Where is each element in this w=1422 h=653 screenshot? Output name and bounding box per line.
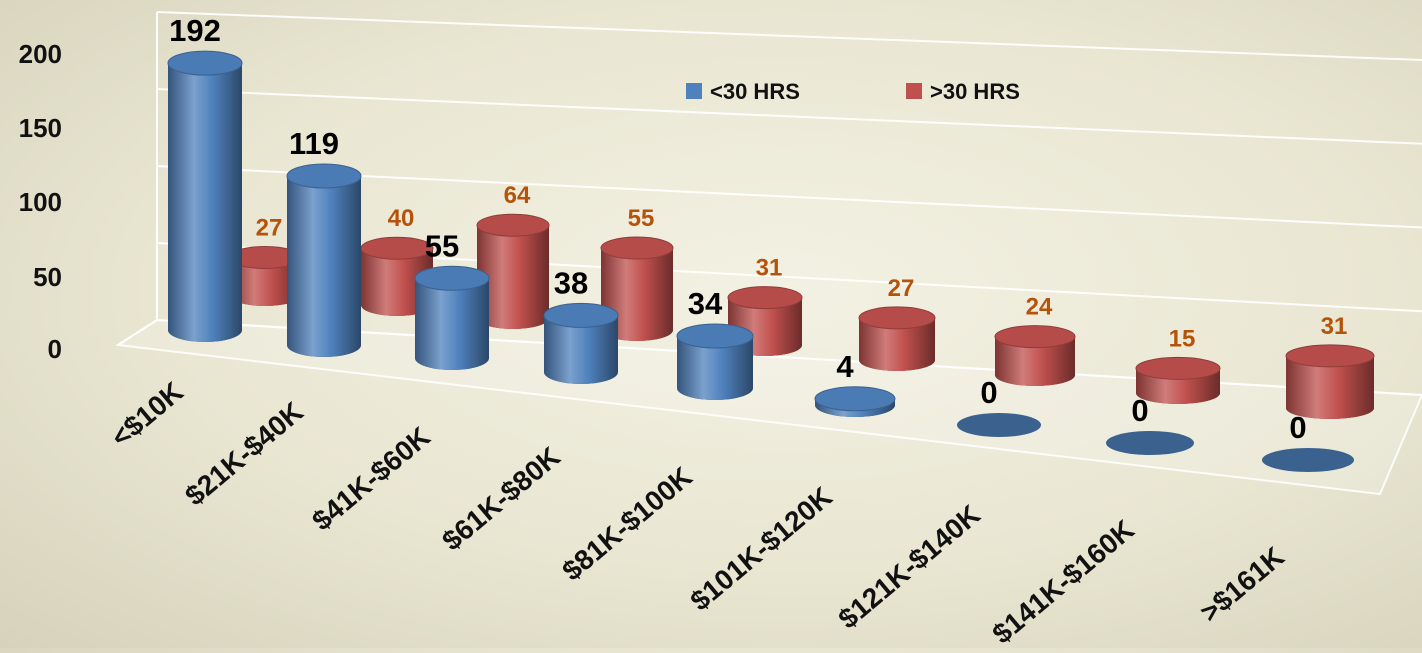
data-label-under30: 192 bbox=[169, 13, 221, 48]
side-wall-edge bbox=[117, 319, 158, 346]
data-label-under30: 55 bbox=[425, 228, 459, 263]
y-axis: 0 50 100 150 200 bbox=[19, 39, 62, 364]
y-tick-label: 100 bbox=[19, 187, 62, 217]
legend-swatch bbox=[686, 83, 702, 99]
y-tick-label: 150 bbox=[19, 113, 62, 143]
bar-over30-5 bbox=[858, 306, 936, 371]
data-label-over30: 27 bbox=[888, 275, 915, 302]
data-label-under30: 38 bbox=[554, 265, 588, 300]
y-tick-label: 50 bbox=[33, 262, 62, 292]
bar-under30-6-disc bbox=[957, 413, 1041, 437]
bar-under30-7-disc bbox=[1106, 431, 1194, 455]
x-tick-label: $101K-$120K bbox=[684, 481, 837, 617]
bar-under30-8-disc bbox=[1262, 448, 1354, 472]
bar-over30-7 bbox=[1135, 356, 1221, 404]
data-label-under30: 4 bbox=[836, 349, 854, 384]
data-label-over30: 27 bbox=[256, 214, 283, 241]
data-label-over30: 15 bbox=[1169, 325, 1196, 352]
bar-under30-8 bbox=[1262, 448, 1354, 472]
bar-under30-4 bbox=[676, 323, 754, 400]
bar-over30-6 bbox=[994, 325, 1076, 386]
legend-label: >30 HRS bbox=[930, 79, 1020, 104]
bar-under30-7 bbox=[1106, 431, 1194, 455]
data-label-over30: 64 bbox=[504, 182, 531, 209]
data-label-over30: 31 bbox=[756, 255, 783, 282]
bar-under30-3 bbox=[543, 302, 619, 384]
x-tick-label: >$161K bbox=[1194, 541, 1290, 628]
data-label-under30: 34 bbox=[688, 286, 723, 321]
bar-over30-2 bbox=[476, 213, 550, 329]
legend-swatch bbox=[906, 83, 922, 99]
x-tick-label: <$10K bbox=[105, 376, 189, 453]
data-label-over30: 24 bbox=[1026, 294, 1053, 321]
data-label-under30: 0 bbox=[1289, 410, 1306, 445]
x-tick-label: $81K-$100K bbox=[556, 461, 698, 587]
gridline bbox=[156, 88, 1422, 145]
data-label-over30: 31 bbox=[1321, 313, 1348, 340]
gridline bbox=[156, 165, 1422, 229]
x-tick-label: $121K-$140K bbox=[832, 499, 985, 635]
legend-label: <30 HRS bbox=[710, 79, 800, 104]
bar-over30-8 bbox=[1285, 344, 1375, 419]
legend: <30 HRS >30 HRS bbox=[686, 79, 1020, 104]
bar-under30-5 bbox=[814, 386, 896, 417]
bar-under30-0 bbox=[167, 50, 243, 342]
gridline bbox=[156, 11, 1422, 61]
y-tick-label: 0 bbox=[48, 334, 62, 364]
x-tick-label: $61K-$80K bbox=[436, 441, 566, 557]
y-tick-label: 200 bbox=[19, 39, 62, 69]
data-label-under30: 119 bbox=[289, 126, 339, 161]
data-label-over30: 55 bbox=[628, 205, 655, 232]
data-label-under30: 0 bbox=[980, 375, 997, 410]
x-tick-label: $21K-$40K bbox=[179, 396, 309, 512]
data-label-over30: 40 bbox=[388, 205, 415, 232]
bar-under30-6 bbox=[957, 413, 1041, 437]
bar-under30-2 bbox=[414, 265, 490, 370]
data-label-under30: 0 bbox=[1131, 393, 1148, 428]
x-tick-label: $141K-$160K bbox=[986, 514, 1139, 648]
x-tick-label: $41K-$60K bbox=[306, 421, 436, 537]
bar-under30-1 bbox=[286, 163, 362, 357]
